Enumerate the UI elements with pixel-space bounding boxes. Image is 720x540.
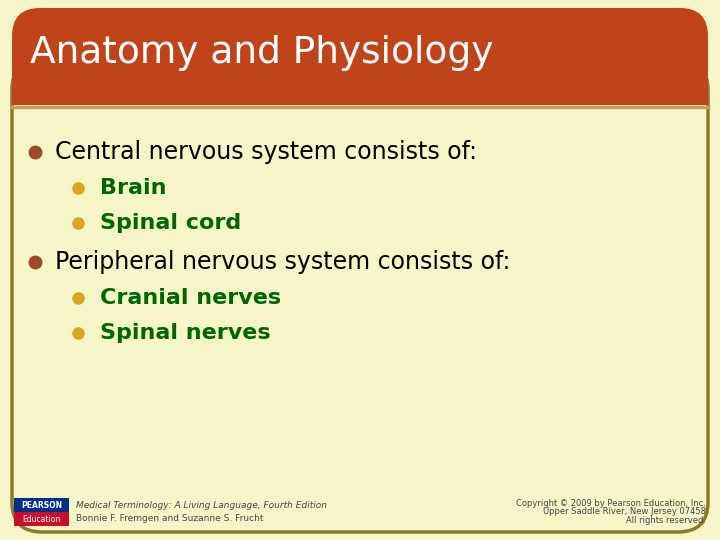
Bar: [14, 512, 69, 526]
FancyBboxPatch shape: [12, 60, 708, 532]
Text: All rights reserved.: All rights reserved.: [626, 516, 706, 525]
Text: Central nervous system consists of:: Central nervous system consists of:: [55, 140, 477, 164]
Text: Education: Education: [22, 515, 60, 523]
FancyBboxPatch shape: [12, 8, 708, 105]
Text: Peripheral nervous system consists of:: Peripheral nervous system consists of:: [55, 250, 510, 274]
Text: Spinal nerves: Spinal nerves: [100, 323, 271, 343]
Bar: [14, 498, 69, 512]
Text: Copyright © 2009 by Pearson Education, Inc.: Copyright © 2009 by Pearson Education, I…: [516, 499, 706, 508]
Text: Spinal cord: Spinal cord: [100, 213, 241, 233]
Text: Anatomy and Physiology: Anatomy and Physiology: [30, 35, 493, 71]
Bar: [12, 77, 708, 105]
Text: Upper Saddle River, New Jersey 07458: Upper Saddle River, New Jersey 07458: [543, 508, 706, 516]
Text: Brain: Brain: [100, 178, 166, 198]
Text: Cranial nerves: Cranial nerves: [100, 288, 281, 308]
Text: PEARSON: PEARSON: [21, 501, 62, 510]
Text: Medical Terminology: A Living Language, Fourth Edition: Medical Terminology: A Living Language, …: [76, 501, 327, 510]
Text: Bonnie F. Fremgen and Suzanne S. Frucht: Bonnie F. Fremgen and Suzanne S. Frucht: [76, 514, 264, 523]
